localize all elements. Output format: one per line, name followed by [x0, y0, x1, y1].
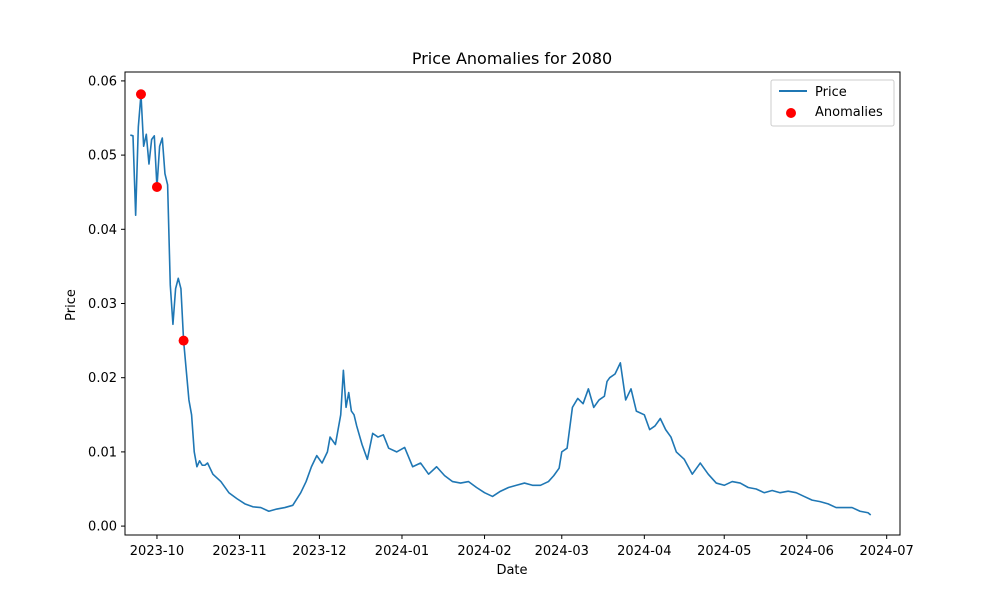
x-tick-label: 2024-07	[860, 544, 914, 559]
plot-area: 2023-10 2023-11 2023-12 2024-01 2024-02 2024-…	[88, 71, 914, 559]
x-tick-label: 2024-06	[780, 544, 834, 559]
legend-price-label: Price	[815, 85, 847, 100]
legend-anomalies-marker	[786, 108, 796, 118]
x-axis-title: Date	[496, 563, 527, 578]
anomaly-point	[151, 182, 162, 193]
anomaly-point	[135, 89, 146, 100]
legend: Price Anomalies	[770, 79, 895, 127]
x-tick-label: 2023-11	[212, 544, 266, 559]
x-tick-label: 2024-01	[375, 544, 429, 559]
price-series-line	[130, 93, 872, 516]
y-tick-label: 0.04	[88, 223, 117, 238]
x-tick-label: 2024-02	[457, 544, 511, 559]
x-tick-label: 2024-03	[535, 544, 589, 559]
legend-anomalies-label: Anomalies	[815, 105, 883, 120]
chart-title: Price Anomalies for 2080	[412, 49, 612, 68]
y-tick-label: 0.05	[88, 149, 117, 164]
x-tick-label: 2024-04	[617, 544, 671, 559]
x-tick-label: 2024-05	[697, 544, 751, 559]
y-tick-label: 0.00	[88, 520, 117, 535]
x-tick-label: 2023-12	[292, 544, 346, 559]
y-tick-label: 0.02	[88, 371, 117, 386]
anomaly-point	[178, 335, 189, 346]
y-tick-label: 0.06	[88, 74, 117, 89]
x-tick-label: 2023-10	[130, 544, 184, 559]
y-tick-label: 0.03	[88, 297, 117, 312]
y-axis-title: Price	[64, 289, 79, 321]
y-tick-label: 0.01	[88, 445, 117, 460]
